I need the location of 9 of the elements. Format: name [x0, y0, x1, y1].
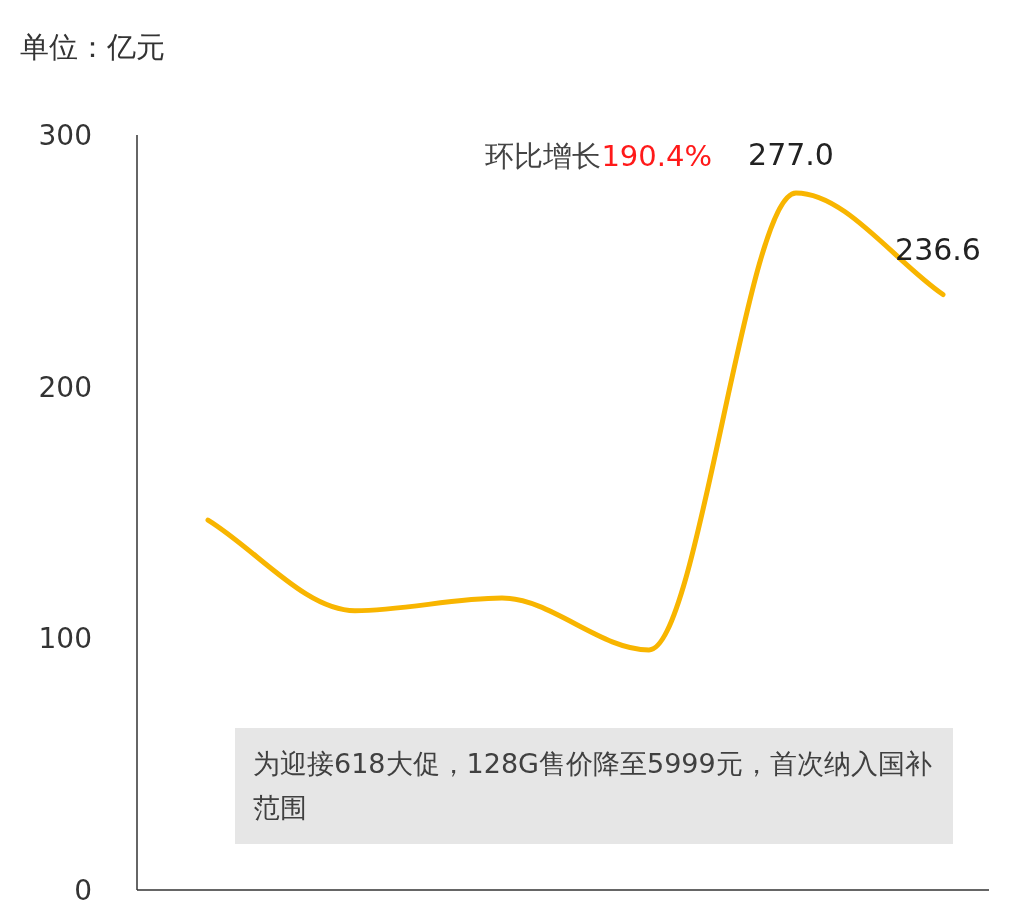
y-tick-label: 100	[38, 622, 92, 656]
y-tick-label: 0	[74, 874, 92, 907]
y-tick-label: 200	[38, 370, 92, 404]
y-axis-title: 单位：亿元	[20, 30, 165, 64]
data-label: 277.0	[748, 136, 834, 172]
data-label: 236.6	[895, 231, 981, 267]
annotation: 为迎接618大促，128G售价降至5999元，首次纳入国补范围	[235, 728, 953, 844]
annotation: 环比增长190.4%	[485, 139, 712, 173]
y-tick-label: 300	[38, 119, 92, 152]
